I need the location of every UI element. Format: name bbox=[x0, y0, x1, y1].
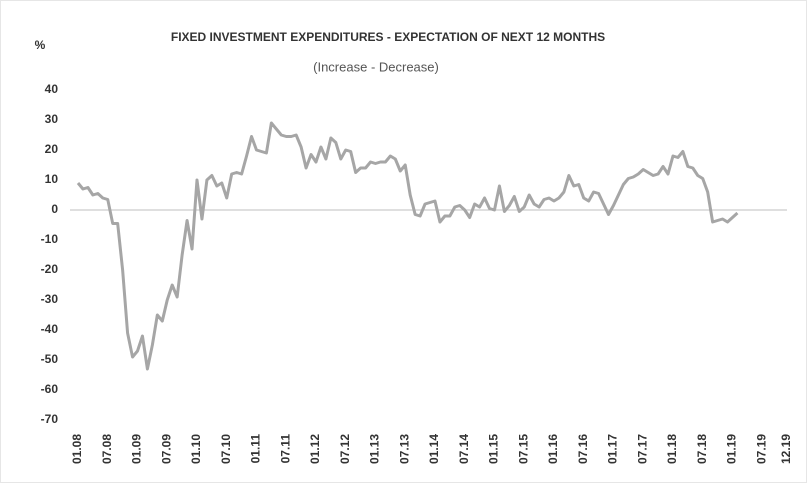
x-tick-label: 01.19 bbox=[725, 434, 739, 464]
x-tick-label: 12.19 bbox=[779, 434, 793, 464]
x-tick-label: 01.18 bbox=[665, 434, 679, 464]
x-tick-label: 01.10 bbox=[189, 434, 203, 464]
x-tick-label: 01.16 bbox=[546, 434, 560, 464]
x-tick-label: 01.12 bbox=[308, 434, 322, 464]
x-tick-label: 07.08 bbox=[100, 434, 114, 464]
chart-title: FIXED INVESTMENT EXPENDITURES - EXPECTAT… bbox=[171, 30, 605, 44]
x-tick-label: 07.19 bbox=[754, 434, 768, 464]
data-line bbox=[76, 121, 739, 371]
x-tick-label: 07.11 bbox=[278, 434, 292, 464]
x-tick-label: 07.10 bbox=[219, 434, 233, 464]
x-tick-label: 07.15 bbox=[516, 434, 530, 464]
x-tick-label: 07.16 bbox=[576, 434, 590, 464]
y-tick-label: -20 bbox=[41, 262, 59, 276]
y-tick-label: -30 bbox=[41, 292, 59, 306]
y-tick-label: -50 bbox=[41, 352, 59, 366]
x-tick-label: 01.08 bbox=[70, 434, 84, 464]
y-tick-label: 0 bbox=[51, 202, 58, 216]
x-tick-label: 07.09 bbox=[159, 434, 173, 464]
x-tick-label: 07.17 bbox=[635, 434, 649, 464]
x-tick-label: 07.12 bbox=[338, 434, 352, 464]
x-tick-label: 01.14 bbox=[427, 434, 441, 464]
x-tick-label: 07.18 bbox=[695, 434, 709, 464]
y-tick-label: 30 bbox=[45, 112, 59, 126]
x-tick-label: 01.17 bbox=[606, 434, 620, 464]
y-tick-label: 20 bbox=[45, 142, 59, 156]
chart-subtitle: (Increase - Decrease) bbox=[313, 59, 439, 74]
x-tick-label: 01.13 bbox=[368, 434, 382, 464]
x-tick-label: 01.09 bbox=[130, 434, 144, 464]
y-axis-label: % bbox=[35, 38, 46, 52]
y-tick-label: -10 bbox=[41, 232, 59, 246]
y-tick-label: -70 bbox=[41, 412, 59, 426]
x-tick-label: 01.11 bbox=[249, 434, 263, 464]
y-tick-label: 40 bbox=[45, 82, 59, 96]
y-tick-label: -40 bbox=[41, 322, 59, 336]
y-tick-label: 10 bbox=[45, 172, 59, 186]
x-tick-label: 01.15 bbox=[487, 434, 501, 464]
x-tick-label: 07.14 bbox=[457, 434, 471, 464]
x-tick-label: 07.13 bbox=[397, 434, 411, 464]
y-tick-label: -60 bbox=[41, 382, 59, 396]
